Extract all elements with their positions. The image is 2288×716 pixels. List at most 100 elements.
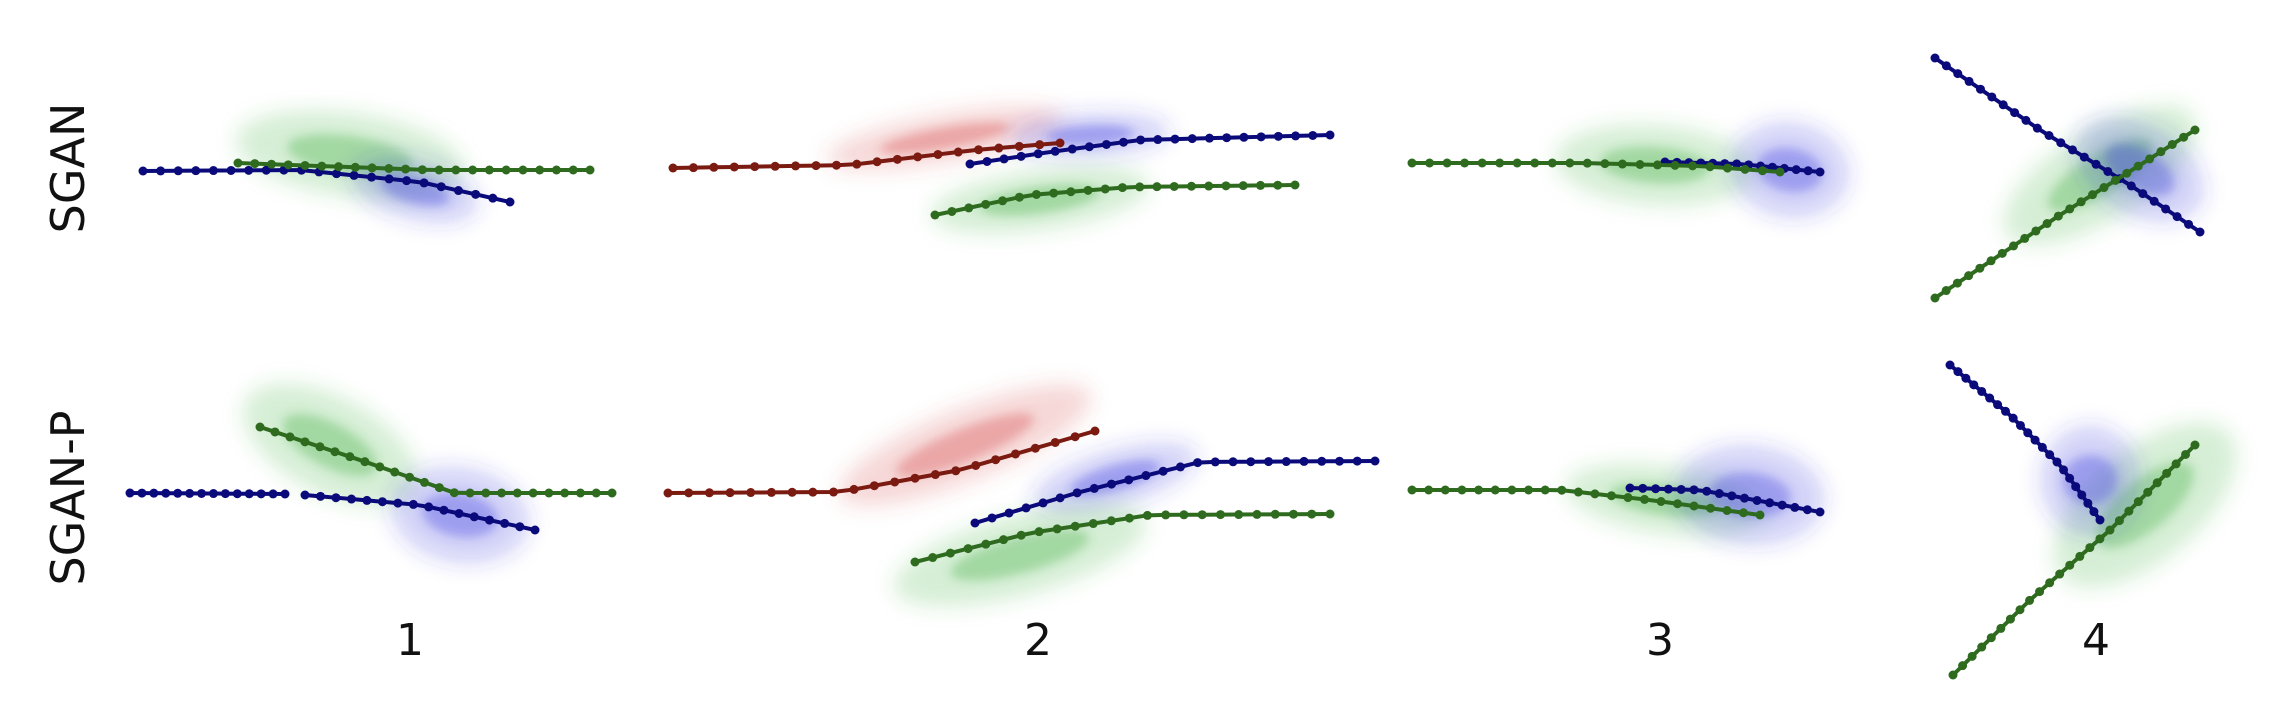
trajectory-blue-r1c1-point — [367, 172, 377, 182]
trajectory-green-r1c2-point — [930, 210, 940, 220]
trajectory-green-r2c4-point — [2075, 551, 2085, 561]
trajectory-blue-r2c4-point — [1985, 393, 1995, 403]
trajectory-blue-r1c1-point — [156, 166, 166, 176]
trajectory-green-r2c4-point — [2114, 516, 2124, 526]
trajectory-green-r1c2-point — [1014, 192, 1024, 202]
trajectory-green-r1c4-point — [2065, 204, 2075, 214]
trajectory-blue-r2c2-point — [970, 518, 980, 528]
trajectory-green-r2c2-point — [1052, 524, 1062, 534]
trajectory-blue-r2c2-point — [987, 513, 997, 523]
trajectory-red-r2c2-point — [1050, 437, 1060, 447]
trajectory-green-r2c2-point — [1325, 509, 1335, 519]
trajectory-blue-r2c2-point — [1246, 457, 1256, 467]
trajectory-green-r2c2-point — [910, 557, 920, 567]
trajectory-blue-r2c3 — [1625, 483, 1825, 517]
trajectory-green-r2c2-point — [963, 544, 973, 554]
trajectory-green-r1c4-point — [2008, 241, 2018, 251]
trajectory-blue-r1c4-point — [2195, 227, 2205, 237]
trajectory-red-r1c2-point — [709, 162, 719, 172]
trajectory-blue-r1c2-point — [999, 154, 1009, 164]
trajectory-blue-r1c4-point — [2044, 131, 2054, 141]
trajectory-red-r1c2-point — [688, 163, 698, 173]
trajectory-blue-r2c1-a-point — [185, 488, 195, 498]
density-blue-r2c4-core — [2062, 455, 2118, 505]
trajectory-blue-r1c4-point — [2056, 138, 2066, 148]
trajectory-blue-r2c1-b-line — [304, 493, 536, 532]
trajectory-green-r1c2-point — [1204, 181, 1214, 191]
trajectory-blue-r2c2-point — [1124, 475, 1134, 485]
row-label-sgan: SGAN — [41, 103, 95, 234]
trajectory-green-r1c3-point — [1495, 158, 1505, 168]
trajectory-green-r2c4-point — [1996, 623, 2006, 633]
trajectory-blue-r2c1-b-point — [408, 499, 418, 509]
trajectory-blue-r2c2-point — [1004, 508, 1014, 518]
trajectory-blue-r1c3-point — [1803, 166, 1813, 176]
trajectory-green-r1c3-point — [1617, 159, 1627, 169]
trajectory-blue-r2c1-b-point — [515, 522, 525, 532]
trajectory-green-r2c4-point — [1948, 670, 1958, 680]
trajectory-blue-r1c4-point — [2091, 159, 2101, 169]
trajectory-blue-r2c4-point — [1969, 380, 1979, 390]
trajectory-green-r1c1-point — [384, 164, 394, 174]
trajectory-blue-r1c2-point — [1291, 131, 1301, 141]
predicted-density-regions — [235, 105, 2237, 607]
trajectory-blue-r2c1-b — [300, 490, 540, 535]
trajectory-green-r1c4-point — [2122, 168, 2132, 178]
trajectory-blue-r2c1-a-point — [256, 489, 266, 499]
trajectory-green-r2c2-point — [1070, 521, 1080, 531]
trajectory-green-r1c1-point — [283, 160, 293, 170]
trajectory-green-r1c1-point — [267, 159, 277, 169]
density-red-r1c2-core — [879, 122, 1011, 154]
trajectory-red-r2c2-point — [704, 488, 714, 498]
trajectory-green-r2c3-point — [1540, 485, 1550, 495]
trajectory-blue-r1c1-point — [436, 182, 446, 192]
trajectory-green-r2c4-point — [2085, 543, 2095, 553]
trajectory-green-r1c1-point — [350, 162, 360, 172]
trajectory-blue-r1c2-point — [1204, 133, 1214, 143]
trajectory-green-r2c3-point — [1590, 489, 1600, 499]
trajectory-green-r2c1-point — [512, 488, 522, 498]
trajectory-green-r2c4-point — [2152, 478, 2162, 488]
trajectory-blue-r2c1-b-point — [469, 512, 479, 522]
trajectory-blue-r2c3-point — [1663, 484, 1673, 494]
trajectory-green-r2c3-point — [1524, 485, 1534, 495]
trajectory-blue-r2c4-point — [2077, 490, 2087, 500]
trajectory-blue-r2c2-point — [1072, 488, 1082, 498]
trajectory-green-r1c4-point — [2053, 211, 2063, 221]
trajectory-red-r1c2-point — [811, 161, 821, 171]
trajectory-blue-r1c2-point — [1170, 134, 1180, 144]
trajectory-blue-r2c3-point — [1676, 484, 1686, 494]
trajectory-blue-r2c4-point — [2052, 457, 2062, 467]
trajectory-blue-r1c1-point — [173, 166, 183, 176]
trajectory-green-r2c1-point — [375, 462, 385, 472]
trajectory-blue-r1c3-point — [1815, 167, 1825, 177]
trajectory-red-r1c2-point — [1035, 140, 1045, 150]
density-blue-r1c1-core — [380, 174, 450, 206]
trajectory-blue-r2c2-point — [1228, 457, 1238, 467]
density-green-r2c4-core — [2095, 461, 2195, 549]
trajectory-red-r1c2-point — [852, 159, 862, 169]
trajectory-red-r1c2-point — [1055, 138, 1065, 148]
trajectory-blue-r1c2-point — [982, 156, 992, 166]
trajectory-red-r2c2-point — [766, 487, 776, 497]
trajectory-green-r1c3-point — [1635, 159, 1645, 169]
trajectory-green-r2c2-point — [1215, 510, 1225, 520]
trajectory-green-r2c3-point — [1722, 506, 1732, 516]
trajectory-green-r1c4-point — [1941, 286, 1951, 296]
trajectory-green-r2c3-point — [1407, 485, 1417, 495]
trajectory-green-r1c4-point — [2190, 125, 2200, 135]
trajectory-green-r2c2-point — [1252, 509, 1262, 519]
trajectory-green-r2c2-point — [1016, 530, 1026, 540]
trajectory-blue-r2c2-point — [1055, 493, 1065, 503]
trajectory-blue-r2c2-point — [1264, 457, 1274, 467]
column-label-3: 3 — [1646, 615, 1674, 666]
trajectory-green-r2c1-point — [607, 488, 617, 498]
trajectory-green-r1c1-point — [484, 165, 494, 175]
trajectory-blue-r2c1-a-point — [173, 488, 183, 498]
trajectory-red-r1c2 — [668, 138, 1065, 173]
trajectory-blue-r2c3-point — [1689, 485, 1699, 495]
trajectory-blue-r2c4-point — [2065, 473, 2075, 483]
trajectory-green-r2c3-point — [1739, 508, 1749, 518]
trajectory-green-r1c2-point — [1031, 189, 1041, 199]
